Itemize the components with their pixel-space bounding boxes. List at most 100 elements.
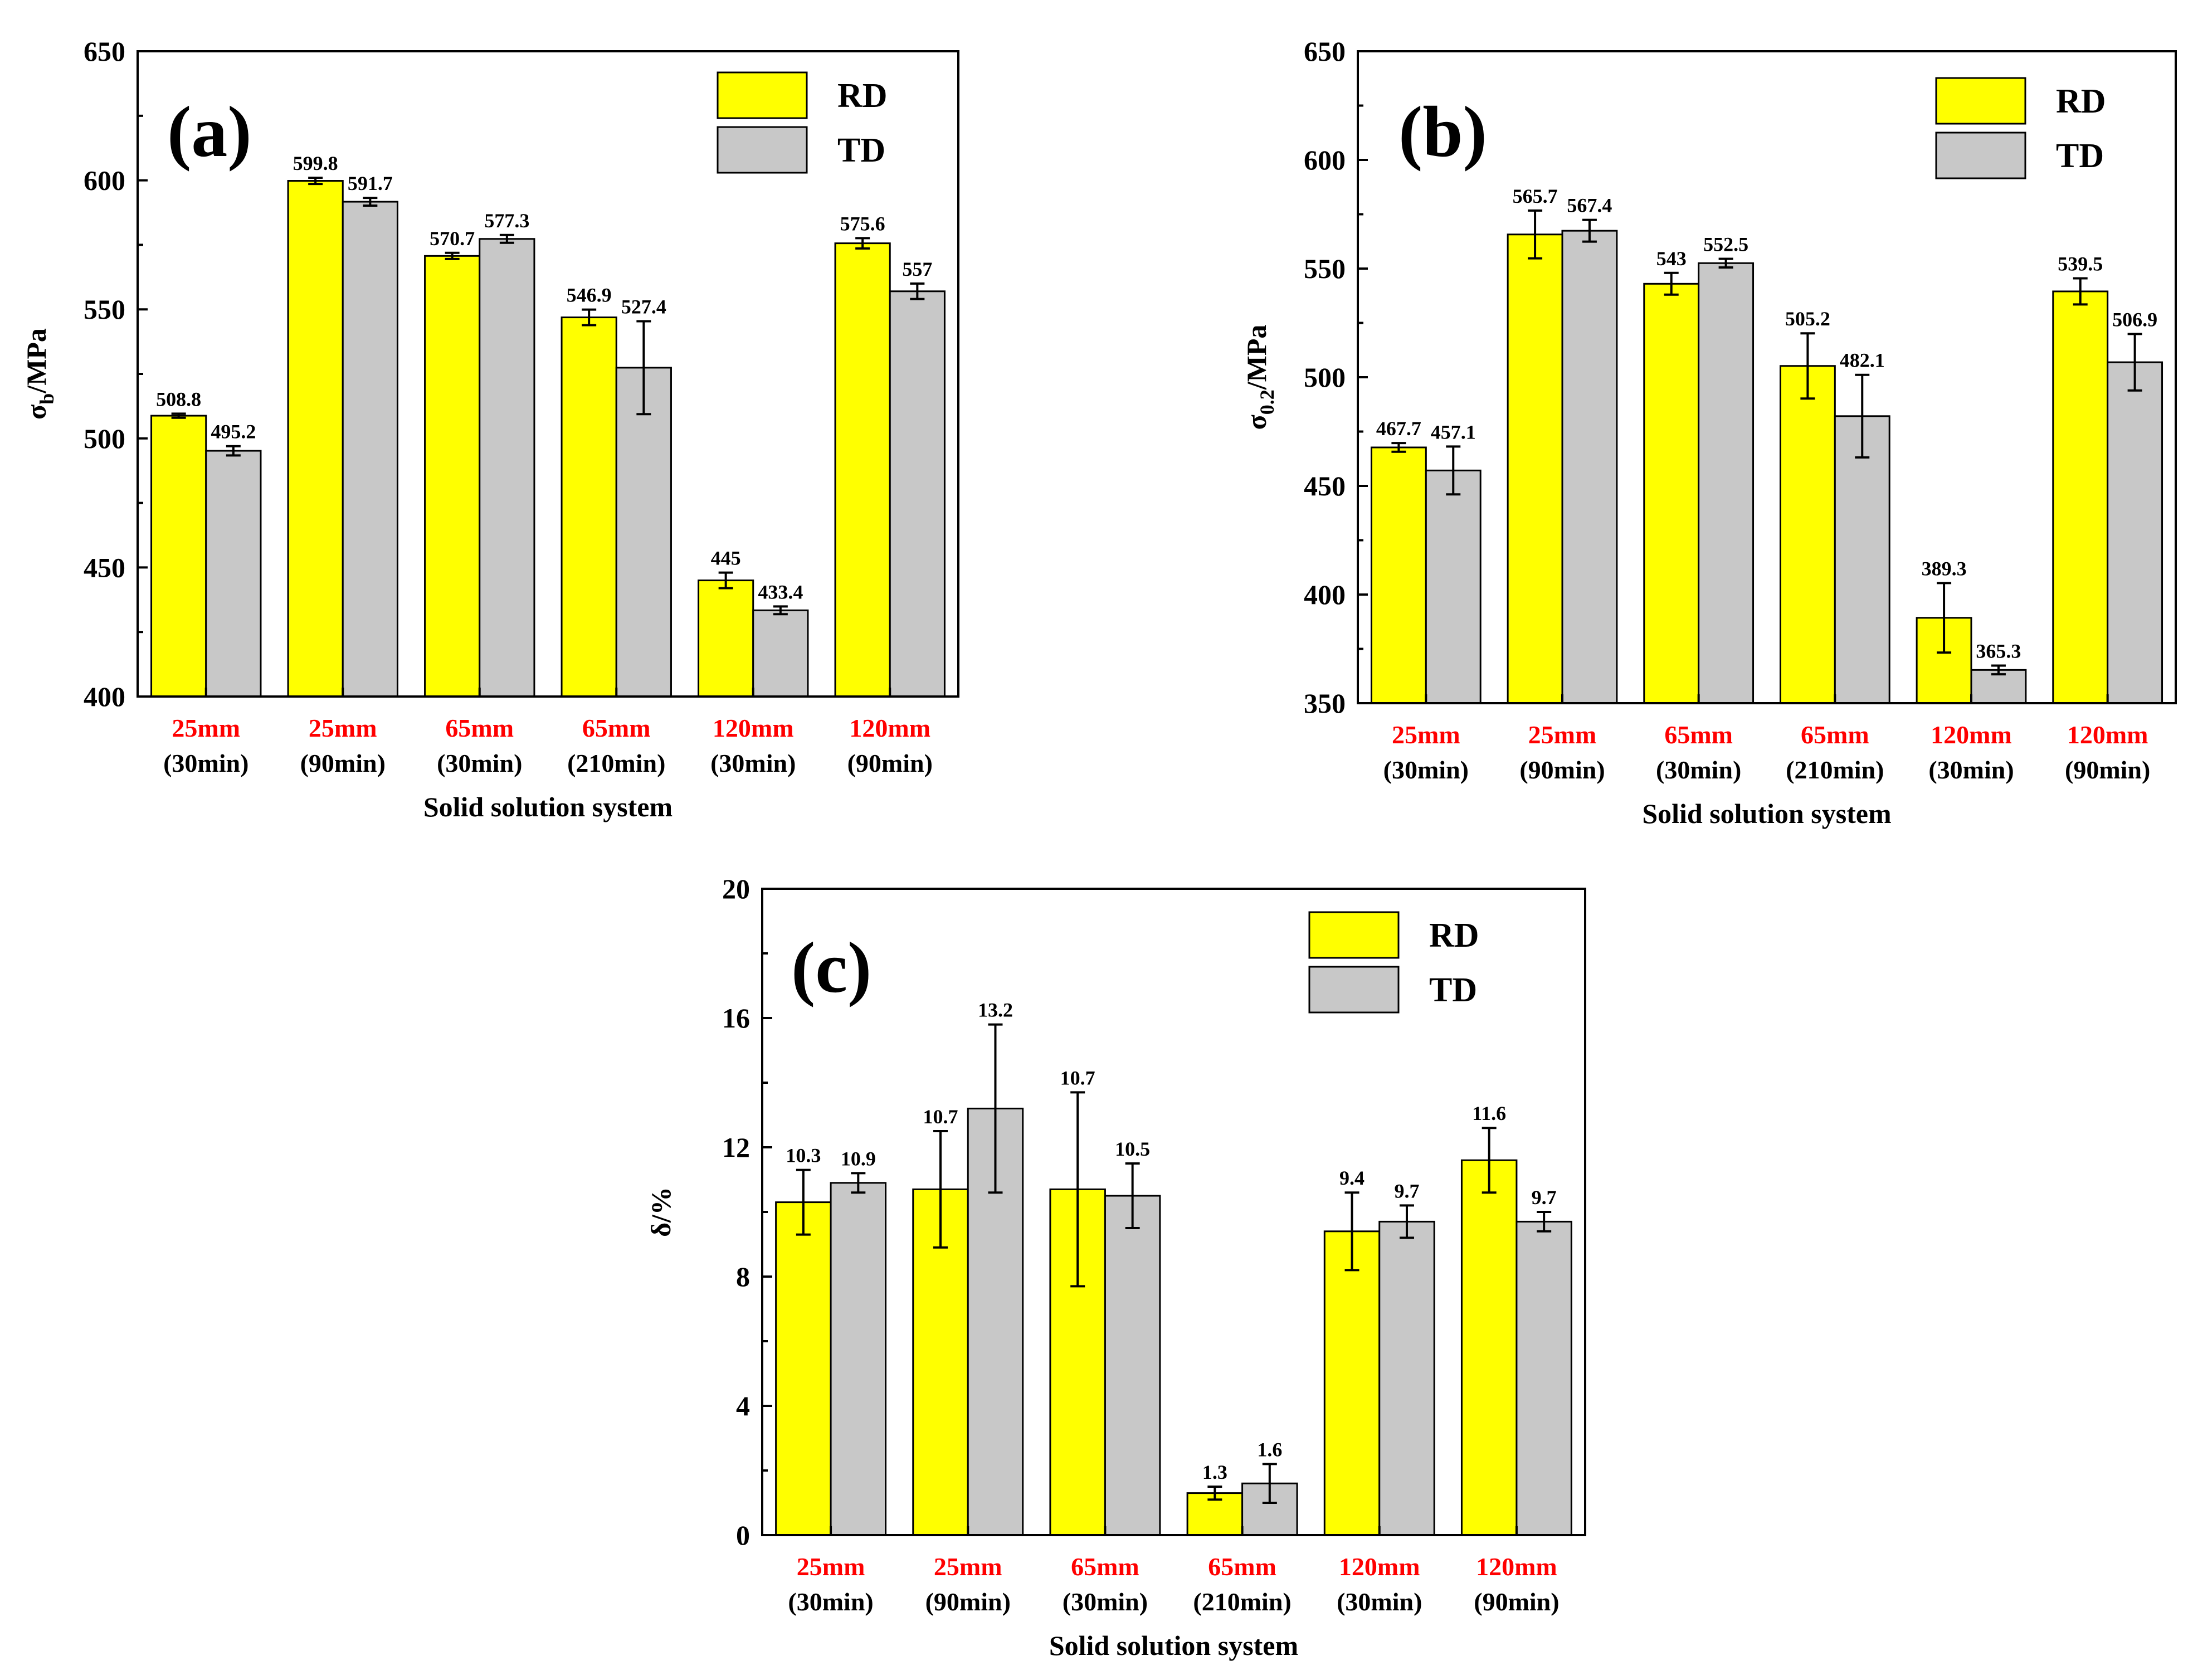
bar-td-5 bbox=[2107, 361, 2163, 704]
x-tick-label-top: 120mm bbox=[713, 714, 794, 742]
x-tick-label-bottom: (30min) bbox=[163, 749, 248, 777]
x-tick-label-top: 25mm bbox=[1392, 720, 1460, 749]
bar-td-5 bbox=[889, 290, 946, 698]
data-label-rd-4: 9.4 bbox=[1339, 1167, 1365, 1189]
chart-panel-2: 10.3 10.7 10.7 1.3 9.4 11.6 10.9 13.2 10.5 1.6 9.7… bbox=[645, 873, 1586, 1661]
y-axis-title: σ0.2/MPa bbox=[1241, 325, 1278, 430]
bar-rd-4 bbox=[698, 580, 754, 698]
y-tick-label: 4 bbox=[736, 1390, 750, 1421]
x-tick-label-top: 120mm bbox=[1931, 720, 2012, 749]
y-tick-label: 350 bbox=[1304, 688, 1346, 719]
x-tick-label-top: 65mm bbox=[582, 714, 651, 742]
x-tick-label-bottom: (90min) bbox=[1474, 1588, 1559, 1616]
data-label-td-0: 495.2 bbox=[211, 421, 256, 443]
x-axis-title: Solid solution system bbox=[1049, 1630, 1298, 1661]
x-tick-label-bottom: (90min) bbox=[847, 749, 933, 777]
bar-td-1 bbox=[1561, 230, 1618, 704]
x-tick-label-top: 120mm bbox=[1339, 1552, 1420, 1581]
data-label-td-4: 365.3 bbox=[1976, 640, 2021, 663]
y-tick-label: 600 bbox=[84, 165, 125, 196]
data-label-td-0: 457.1 bbox=[1431, 421, 1476, 443]
data-label-rd-3: 546.9 bbox=[567, 284, 612, 306]
x-tick-label-top: 25mm bbox=[1528, 720, 1597, 749]
y-axis-title-main: δ/% bbox=[645, 1187, 676, 1237]
y-axis-title-subscript: b bbox=[36, 393, 58, 405]
data-label-td-4: 433.4 bbox=[758, 581, 803, 603]
bar-td-4 bbox=[752, 609, 809, 698]
x-tick-label-top: 65mm bbox=[445, 714, 514, 742]
y-tick-label: 500 bbox=[1304, 362, 1346, 393]
bar-td-2 bbox=[1698, 262, 1755, 704]
data-label-rd-5: 539.5 bbox=[2058, 253, 2103, 275]
bar-td-0 bbox=[830, 1182, 887, 1536]
panel-label: (a) bbox=[167, 92, 252, 172]
x-tick-label-bottom: (30min) bbox=[437, 749, 522, 777]
x-tick-label-top: 65mm bbox=[1208, 1552, 1276, 1581]
bar-td-1 bbox=[342, 201, 398, 698]
x-axis-title: Solid solution system bbox=[423, 791, 673, 822]
y-tick-label: 20 bbox=[722, 873, 750, 904]
data-label-td-2: 552.5 bbox=[1703, 233, 1748, 255]
data-label-td-3: 1.6 bbox=[1257, 1438, 1282, 1460]
y-axis-title: δ/% bbox=[645, 1187, 676, 1237]
y-axis-title-unit: /MPa bbox=[1241, 325, 1272, 391]
x-tick-label-bottom: (90min) bbox=[1519, 756, 1605, 784]
bar-rd-1 bbox=[1507, 233, 1563, 704]
y-tick-label: 16 bbox=[722, 1002, 750, 1034]
bar-td-2 bbox=[1104, 1195, 1161, 1536]
data-label-td-4: 9.7 bbox=[1394, 1180, 1419, 1202]
data-label-td-3: 482.1 bbox=[1840, 349, 1885, 372]
data-label-td-5: 9.7 bbox=[1532, 1186, 1557, 1209]
bar-rd-5 bbox=[834, 242, 891, 698]
legend-swatch-rd bbox=[1935, 77, 2026, 125]
data-label-td-1: 13.2 bbox=[978, 999, 1013, 1021]
legend-swatch-td bbox=[1308, 966, 1400, 1014]
x-tick-label-top: 65mm bbox=[1664, 720, 1733, 749]
panel-label: (c) bbox=[791, 928, 871, 1008]
y-axis-title-main: σ bbox=[21, 405, 52, 420]
bar-td-4 bbox=[1378, 1220, 1435, 1536]
y-tick-label: 550 bbox=[1304, 253, 1346, 284]
bar-rd-3 bbox=[1779, 365, 1836, 704]
bar-rd-5 bbox=[1460, 1159, 1518, 1536]
legend-swatch-rd bbox=[717, 71, 808, 119]
data-label-td-2: 10.5 bbox=[1115, 1138, 1150, 1160]
legend-label-rd: RD bbox=[837, 77, 888, 115]
y-tick-label: 0 bbox=[736, 1520, 750, 1551]
bar-rd-2 bbox=[424, 255, 481, 698]
y-axis-title-main: σ bbox=[1241, 415, 1272, 430]
legend-swatch-rd bbox=[1308, 911, 1400, 959]
bar-rd-4 bbox=[1323, 1230, 1381, 1536]
bar-td-4 bbox=[1970, 669, 2027, 704]
bar-rd-0 bbox=[150, 415, 207, 698]
x-tick-label-top: 25mm bbox=[797, 1552, 865, 1581]
x-tick-label-bottom: (90min) bbox=[2065, 756, 2150, 784]
y-axis-title-unit: /MPa bbox=[21, 328, 52, 394]
x-tick-label-bottom: (30min) bbox=[1063, 1588, 1148, 1616]
x-tick-label-bottom: (30min) bbox=[1383, 756, 1469, 784]
y-tick-label: 500 bbox=[84, 423, 125, 454]
legend-label-rd: RD bbox=[1429, 917, 1479, 955]
x-tick-label-bottom: (30min) bbox=[710, 749, 796, 777]
panel-label: (b) bbox=[1398, 92, 1487, 172]
data-label-td-3: 527.4 bbox=[621, 296, 666, 318]
y-axis-title: σb/MPa bbox=[21, 328, 58, 420]
x-axis-title: Solid solution system bbox=[1642, 798, 1891, 829]
x-tick-label-bottom: (210min) bbox=[1193, 1588, 1291, 1616]
bar-td-3 bbox=[615, 367, 672, 698]
bar-rd-0 bbox=[1370, 446, 1427, 704]
bar-rd-0 bbox=[775, 1201, 832, 1536]
x-tick-label-bottom: (30min) bbox=[1337, 1588, 1422, 1616]
legend-label-td: TD bbox=[1429, 971, 1477, 1009]
data-label-rd-2: 543 bbox=[1656, 247, 1687, 270]
data-label-rd-4: 389.3 bbox=[1922, 557, 1967, 580]
x-tick-label-top: 120mm bbox=[1476, 1552, 1557, 1581]
x-tick-label-top: 65mm bbox=[1071, 1552, 1139, 1581]
y-tick-label: 650 bbox=[84, 36, 125, 67]
chart-panel-0: 508.8 599.8 570.7 546.9 445 575.6 495.2 591.7 57… bbox=[21, 36, 959, 822]
y-tick-label: 400 bbox=[84, 681, 125, 712]
legend-label-rd: RD bbox=[2056, 82, 2106, 120]
legend-swatch-td bbox=[1935, 132, 2026, 179]
y-tick-label: 8 bbox=[736, 1261, 750, 1292]
bar-rd-1 bbox=[287, 180, 344, 698]
